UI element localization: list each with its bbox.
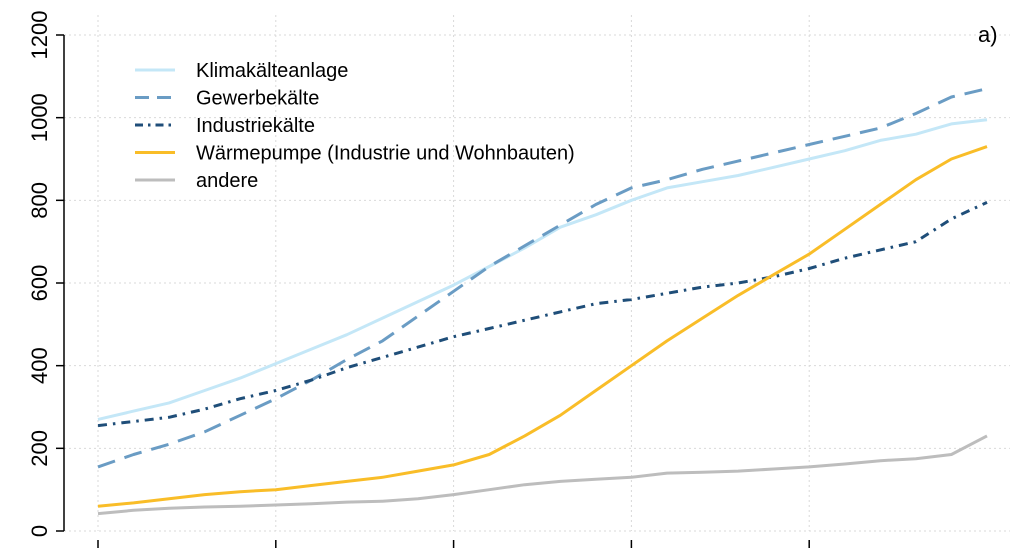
y-tick-label: 1200 bbox=[27, 11, 52, 60]
legend-label: andere bbox=[196, 170, 258, 192]
y-tick-label: 400 bbox=[27, 347, 52, 384]
x-axis bbox=[97, 540, 810, 548]
panel-label: a) bbox=[978, 22, 998, 47]
legend-label: Gewerbekälte bbox=[196, 88, 319, 110]
legend-label: Industriekälte bbox=[196, 115, 315, 137]
y-tick-label: 800 bbox=[27, 182, 52, 219]
y-axis: 0 200 400 600 800 1000 1200 bbox=[27, 11, 65, 537]
series-line bbox=[97, 201, 988, 428]
series-line bbox=[97, 434, 988, 516]
series-line bbox=[97, 118, 988, 421]
grid-lines bbox=[64, 15, 1010, 532]
series-lines bbox=[97, 87, 988, 516]
series-line bbox=[97, 145, 988, 508]
legend: Klimakälteanlage Gewerbekälte Industriekäl… bbox=[135, 60, 575, 192]
series-line bbox=[97, 87, 988, 469]
legend-label: Wärmepumpe (Industrie und Wohnbauten) bbox=[196, 143, 575, 165]
y-tick-label: 200 bbox=[27, 430, 52, 467]
y-tick-label: 1000 bbox=[27, 93, 52, 142]
legend-label: Klimakälteanlage bbox=[196, 60, 348, 82]
y-tick-label: 0 bbox=[27, 525, 52, 537]
y-tick-label: 600 bbox=[27, 265, 52, 302]
